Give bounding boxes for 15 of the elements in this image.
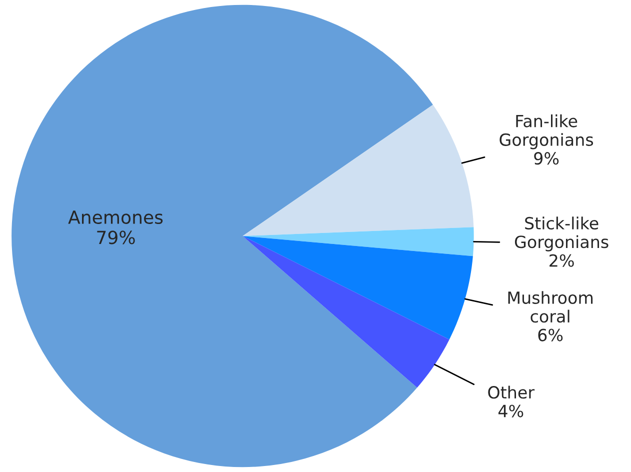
slice-label: Stick-like Gorgonians xyxy=(514,216,608,252)
pie-slice xyxy=(242,227,474,256)
slice-label: Anemones xyxy=(68,210,163,224)
pie-slice xyxy=(242,104,474,236)
slice-label: Fan-like Gorgonians xyxy=(500,114,594,150)
data-label: 9% xyxy=(534,152,559,165)
pie-slice xyxy=(242,236,450,388)
slice-label: Other xyxy=(488,386,535,399)
data-label: 79% xyxy=(97,230,135,244)
pie-slice xyxy=(12,4,433,468)
pie-slice xyxy=(242,236,473,340)
slice-label: Mushroom coral xyxy=(508,291,593,323)
data-label: 4% xyxy=(498,404,524,418)
data-label: 2% xyxy=(550,254,574,267)
data-label: 6% xyxy=(538,328,563,342)
